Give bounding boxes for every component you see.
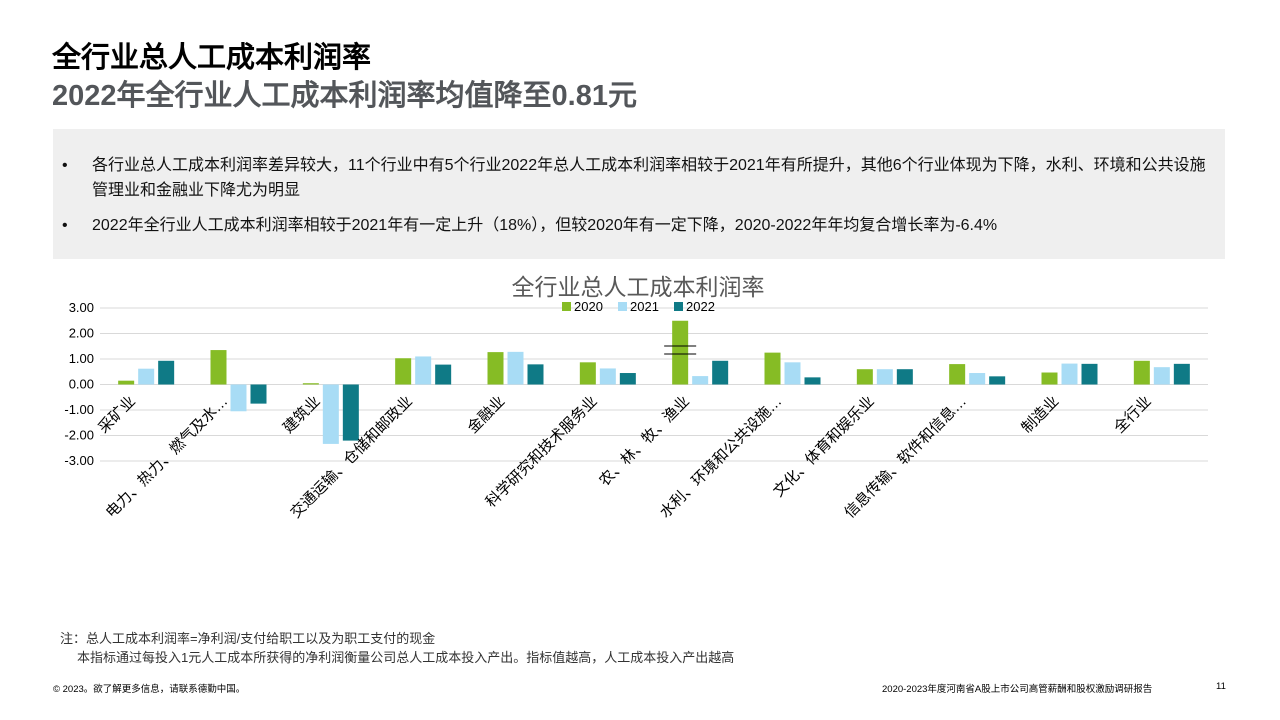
bar-2022 bbox=[250, 384, 267, 404]
chart-bars bbox=[118, 320, 1190, 444]
bar-2020 bbox=[487, 352, 504, 385]
chart-title: 全行业总人工成本利润率 bbox=[512, 274, 765, 300]
footnote-definition: 注：总人工成本利润率=净利润/支付给职工以及为职工支付的现金 bbox=[60, 631, 436, 646]
chart-gridlines bbox=[100, 307, 1208, 462]
bar-2021 bbox=[876, 369, 893, 385]
bar-2021 bbox=[599, 368, 616, 385]
bar-2020 bbox=[949, 364, 966, 385]
y-tick-label: -1.00 bbox=[64, 402, 94, 417]
x-tick-label: 文化、体育和娱乐业 bbox=[770, 393, 877, 500]
page-number: 11 bbox=[1216, 681, 1226, 692]
x-tick-label: 全行业 bbox=[1110, 392, 1155, 437]
bar-2020 bbox=[1041, 372, 1058, 385]
bullet-text: 2022年全行业人工成本利润率相较于2021年有一定上升（18%），但较2020… bbox=[92, 217, 998, 234]
bar-2021 bbox=[322, 384, 339, 444]
y-tick-label: 3.00 bbox=[69, 300, 94, 315]
bar-2022 bbox=[619, 373, 636, 385]
bar-2022 bbox=[527, 364, 544, 385]
page-subtitle: 2022年全行业人工成本利润率均值降至0.81元 bbox=[52, 80, 637, 112]
x-tick-label: 采矿业 bbox=[95, 393, 139, 437]
bar-2022 bbox=[158, 360, 175, 385]
bar-2020 bbox=[579, 362, 596, 385]
footnote-explanation: 本指标通过每投入1元人工成本所获得的净利润衡量公司总人工成本投入产出。指标值越高… bbox=[77, 650, 735, 665]
bullet-marker: • bbox=[62, 157, 68, 174]
bar-2021 bbox=[507, 351, 524, 385]
bar-2020 bbox=[395, 358, 412, 385]
y-axis: 3.00 2.00 1.00 0.00 -1.00 -2.00 -3.00 bbox=[64, 300, 94, 468]
bar-2020 bbox=[210, 350, 227, 385]
bar-2022 bbox=[712, 360, 729, 385]
bar-2022 bbox=[435, 364, 452, 385]
y-tick-label: -3.00 bbox=[64, 453, 94, 468]
y-tick-label: 2.00 bbox=[69, 326, 94, 341]
bar-2021 bbox=[1061, 363, 1078, 385]
copyright-text: © 2023。欲了解更多信息，请联系德勤中国。 bbox=[53, 684, 246, 695]
legend-swatch bbox=[674, 302, 683, 311]
x-tick-label: 金融业 bbox=[464, 393, 508, 437]
x-tick-label: 制造业 bbox=[1018, 393, 1062, 437]
legend-label: 2020 bbox=[574, 299, 603, 314]
report-title: 2020-2023年度河南省A股上市公司高管薪酬和股权激励调研报告 bbox=[882, 684, 1153, 695]
x-tick-label: 建筑业 bbox=[280, 393, 324, 437]
bar-2020 bbox=[672, 320, 689, 385]
bar-2021 bbox=[969, 373, 986, 385]
bar-2022 bbox=[342, 384, 359, 441]
bar-2021 bbox=[1153, 367, 1170, 385]
bar-2020 bbox=[856, 369, 873, 385]
bar-2022 bbox=[989, 376, 1006, 385]
bullet-text: 各行业总人工成本利润率差异较大，11个行业中有5个行业2022年总人工成本利润率… bbox=[92, 157, 1206, 199]
bar-2021 bbox=[784, 362, 801, 385]
bar-chart: 3.00 2.00 1.00 0.00 -1.00 -2.00 -3.00 采矿业电力、热力… bbox=[64, 274, 1208, 522]
bar-2022 bbox=[1081, 363, 1098, 385]
x-tick-label: 农、林、牧、渔业 bbox=[596, 393, 693, 490]
bar-2020 bbox=[302, 383, 319, 385]
legend-swatch bbox=[562, 302, 571, 311]
bar-2020 bbox=[1133, 360, 1150, 385]
legend-label: 2022 bbox=[686, 299, 715, 314]
bar-2020 bbox=[764, 352, 781, 385]
summary-callout bbox=[53, 129, 1225, 259]
bar-2022 bbox=[804, 377, 821, 385]
bar-2021 bbox=[692, 376, 709, 385]
bar-2021 bbox=[138, 368, 155, 385]
y-tick-label: 1.00 bbox=[69, 351, 94, 366]
bar-2020 bbox=[118, 380, 135, 385]
chart-legend: 2020 2021 2022 bbox=[562, 299, 715, 314]
bar-2022 bbox=[1173, 363, 1190, 385]
bar-2021 bbox=[230, 384, 247, 412]
legend-swatch bbox=[618, 302, 627, 311]
bar-2022 bbox=[896, 369, 913, 385]
bar-2021 bbox=[415, 356, 432, 385]
y-tick-label: 0.00 bbox=[69, 377, 94, 392]
legend-label: 2021 bbox=[630, 299, 659, 314]
y-tick-label: -2.00 bbox=[64, 428, 94, 443]
page-title: 全行业总人工成本利润率 bbox=[52, 42, 372, 74]
bullet-marker: • bbox=[62, 217, 68, 234]
